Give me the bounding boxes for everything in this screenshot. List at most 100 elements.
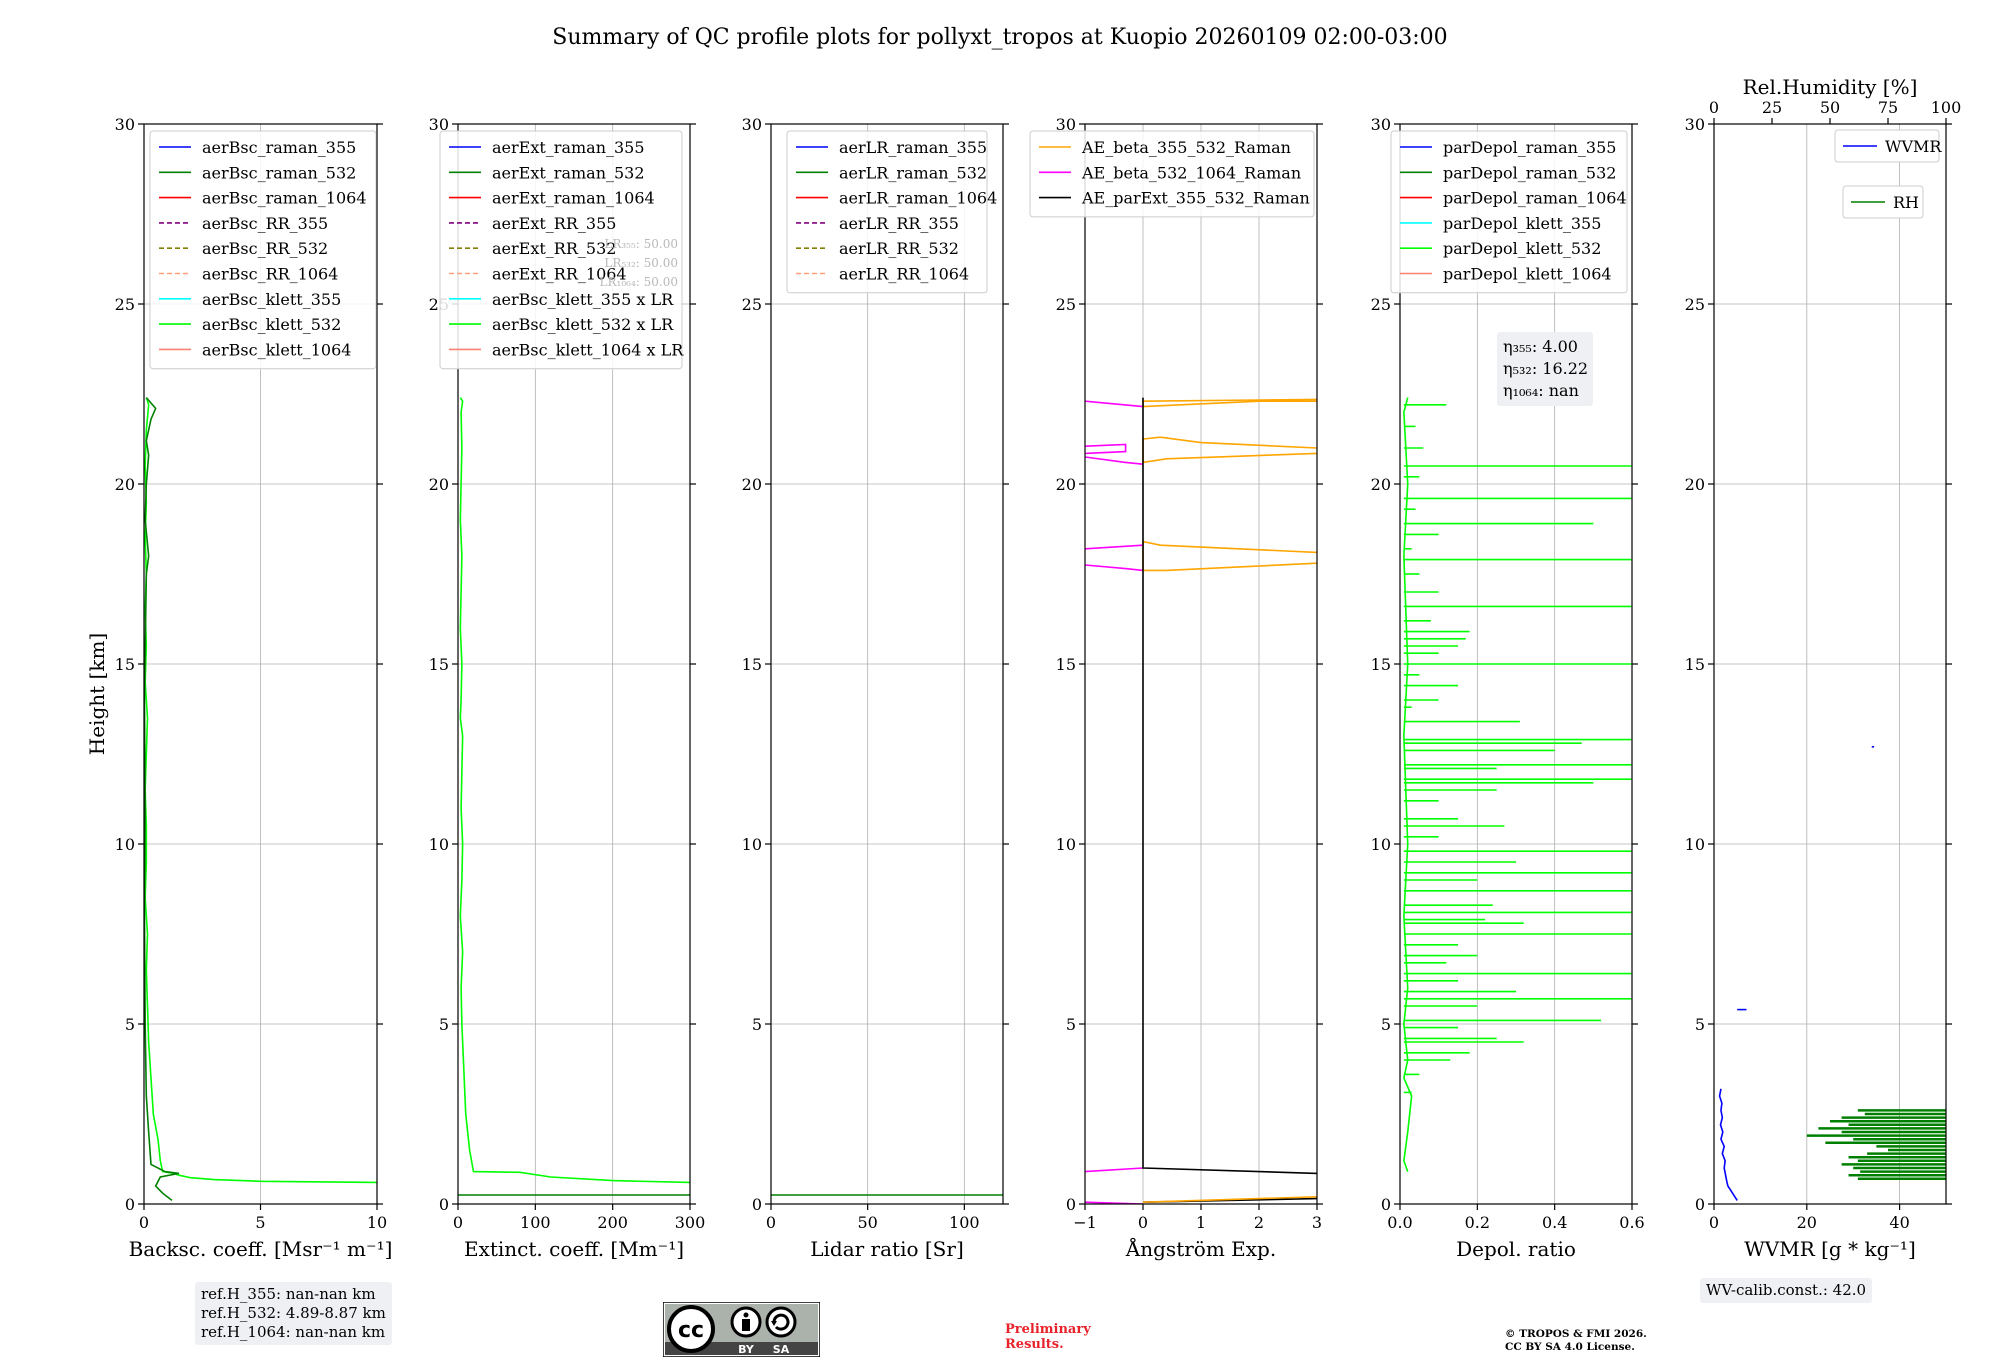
ref-h-355: ref.H_355: nan-nan km [201, 1285, 376, 1303]
x2tick-label: 50 [1820, 98, 1840, 117]
ytick-label: 0 [439, 1195, 449, 1214]
legend-label: aerBsc_RR_1064 [202, 265, 338, 284]
legend-bsc: aerBsc_raman_355 aerBsc_raman_532 aerBsc_r… [149, 130, 377, 370]
ytick-label: 25 [1371, 295, 1391, 314]
xtick-label: 0 [453, 1213, 463, 1232]
ytick-label: 20 [1371, 475, 1391, 494]
series-AE_beta_355_532_Raman_d [1142, 1196, 1317, 1203]
xtick-label: 2 [1254, 1213, 1264, 1232]
ytick-label: 30 [742, 115, 762, 134]
series-parDepol_klett_532 [1403, 397, 1413, 1172]
ytick-label: 15 [1371, 655, 1391, 674]
legend-label: aerLR_raman_1064 [839, 189, 997, 208]
ytick-label: 0 [752, 1195, 762, 1214]
legend-label: aerLR_raman_532 [839, 163, 987, 182]
xtick-label: −1 [1073, 1213, 1097, 1232]
xtick-label: 200 [597, 1213, 628, 1232]
ytick-label: 30 [429, 115, 449, 134]
legend-label: aerLR_raman_355 [839, 138, 987, 157]
legend-label: parDepol_klett_355 [1443, 214, 1601, 233]
legend-label: parDepol_klett_532 [1443, 239, 1601, 258]
plot-area-ext [458, 397, 690, 1196]
panel-bsc: 0 5 10 15 20 25 30 0 5 10 Backsc. coeff. [Msr⁻¹ m⁻… [115, 115, 393, 1261]
xtick-label: 1 [1196, 1213, 1206, 1232]
xaxis-label: WVMR [g * kg⁻¹] [1744, 1237, 1916, 1261]
legend-ae: AE_beta_355_532_Raman AE_beta_532_1064_Ra… [1029, 130, 1315, 218]
ytick-label: 10 [115, 835, 135, 854]
legend-label: aerLR_RR_532 [839, 239, 959, 258]
series-aerBsc_klett_532 x LR [459, 397, 690, 1184]
xtick-label: 0 [139, 1213, 149, 1232]
ref-h-1064: ref.H_1064: nan-nan km [201, 1323, 386, 1341]
xtick-label: 300 [675, 1213, 706, 1232]
ytick-label: 25 [115, 295, 135, 314]
xtick-label: 40 [1889, 1213, 1909, 1232]
legend-frame [1390, 130, 1628, 294]
legend-label: aerBsc_klett_1064 x LR [492, 340, 684, 359]
ytick-label: 20 [742, 475, 762, 494]
legend-label: parDepol_raman_532 [1443, 163, 1616, 182]
plot-area-depol [1403, 397, 1632, 1172]
ytick-label: 15 [429, 655, 449, 674]
legend-label: aerBsc_raman_355 [202, 138, 356, 157]
legend-label: parDepol_raman_355 [1443, 138, 1616, 157]
series-AE_parExt_355_532_Raman [1142, 397, 1317, 1175]
eta-note: η₅₃₂: 16.22 [1503, 359, 1588, 378]
xaxis-label: Depol. ratio [1456, 1237, 1576, 1261]
x2axis-label: Rel.Humidity [%] [1743, 75, 1918, 99]
panel-depol: 0 5 10 15 20 25 30 0.0 0.2 0.4 0.6 Depol. ratio parD… [1371, 115, 1645, 1261]
ytick-label: 20 [115, 475, 135, 494]
xaxis-label: Backsc. coeff. [Msr⁻¹ m⁻¹] [129, 1237, 393, 1261]
series-AE_beta_532_1064_Raman_b [1085, 443, 1127, 455]
xtick-label: 10 [367, 1213, 387, 1232]
ytick-label: 10 [429, 835, 449, 854]
series-AE_beta_532_1064_Raman_f [1085, 1167, 1144, 1173]
series-WVMR [1718, 1088, 1738, 1201]
series-aerBsc_raman_532 [144, 397, 180, 1202]
sa-icon [765, 1306, 797, 1338]
xtick-label: 0 [1709, 1213, 1719, 1232]
ytick-label: 5 [1695, 1015, 1705, 1034]
ytick-label: 15 [1056, 655, 1076, 674]
xtick-label: 0.4 [1542, 1213, 1567, 1232]
xtick-label: 0.2 [1465, 1213, 1490, 1232]
lr-note: LR₃₅₅: 50.00 [604, 237, 678, 251]
ytick-label: 30 [1056, 115, 1076, 134]
legend-label: AE_beta_355_532_Raman [1081, 138, 1291, 157]
legend-label: aerBsc_RR_532 [202, 239, 328, 258]
eta-box [1497, 332, 1593, 406]
x2tick-label: 25 [1762, 98, 1782, 117]
ytick-label: 0 [125, 1195, 135, 1214]
xaxis-label: Lidar ratio [Sr] [810, 1237, 964, 1261]
copyright-note: © TROPOS & FMI 2026. CC BY SA 4.0 Licens… [1505, 1328, 1647, 1354]
legend-frame [1029, 130, 1315, 218]
legend-label: aerBsc_RR_355 [202, 214, 328, 233]
legend-ext: aerExt_raman_355 aerExt_raman_532 aerExt_r… [439, 130, 684, 370]
legend-label: AE_beta_532_1064_Raman [1081, 163, 1301, 182]
legend-label: aerBsc_klett_532 x LR [492, 315, 674, 334]
sa-label: SA [773, 1343, 790, 1356]
legend-frame [786, 130, 988, 294]
legend-label: WVMR [1885, 137, 1942, 156]
series-AE_beta_532_1064_Raman_c [1085, 456, 1144, 465]
ref-h-532: ref.H_532: 4.89-8.87 km [201, 1304, 386, 1322]
legend-label: aerExt_raman_1064 [492, 189, 655, 208]
legend-label: parDepol_raman_1064 [1443, 189, 1627, 208]
legend-label: aerBsc_klett_532 [202, 315, 341, 334]
xtick-label: 3 [1312, 1213, 1322, 1232]
ytick-label: 0 [1066, 1195, 1076, 1214]
ytick-label: 5 [439, 1015, 449, 1034]
series-aerBsc_klett_532 [144, 397, 377, 1184]
ytick-label: 0 [1381, 1195, 1391, 1214]
xtick-label: 100 [520, 1213, 551, 1232]
legend-label: aerExt_raman_355 [492, 138, 645, 157]
legend-frame [1834, 129, 1940, 163]
xaxis-label: Extinct. coeff. [Mm⁻¹] [464, 1237, 684, 1261]
xtick-label: 20 [1797, 1213, 1817, 1232]
legend-label: aerExt_raman_532 [492, 163, 645, 182]
legend-label: aerBsc_raman_1064 [202, 189, 367, 208]
xaxis-label: Ångström Exp. [1125, 1236, 1276, 1261]
